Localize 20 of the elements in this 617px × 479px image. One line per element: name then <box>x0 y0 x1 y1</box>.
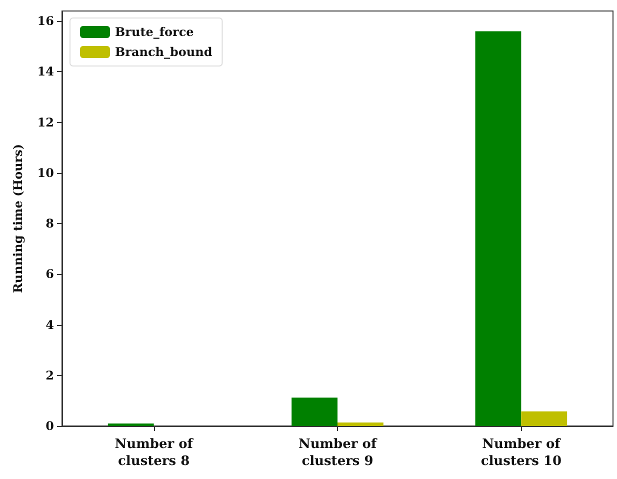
y-tick-label: 14 <box>37 64 54 79</box>
x-tick-label: Number of clusters 10 <box>480 437 562 469</box>
bar <box>475 31 522 426</box>
y-tick-label: 6 <box>46 267 54 282</box>
y-tick-label: 0 <box>46 419 54 433</box>
bar <box>292 398 338 426</box>
bar <box>338 422 384 426</box>
y-axis-title: Running time (Hours) <box>11 144 25 294</box>
y-tick-label: 12 <box>37 115 54 130</box>
y-tick-label: 4 <box>46 318 54 332</box>
bar <box>521 411 568 426</box>
x-tick-label: Number of clusters 9 <box>298 437 378 469</box>
y-tick-label: 8 <box>46 216 54 231</box>
x-tick-label: Number of clusters 8 <box>114 437 194 469</box>
y-tick-label: 2 <box>46 368 54 382</box>
y-tick-label: 10 <box>37 166 54 180</box>
legend-label: Brute_force <box>115 25 194 39</box>
legend-label: Branch_bound <box>115 45 213 59</box>
y-tick-label: 16 <box>37 14 54 28</box>
bar <box>108 423 154 426</box>
